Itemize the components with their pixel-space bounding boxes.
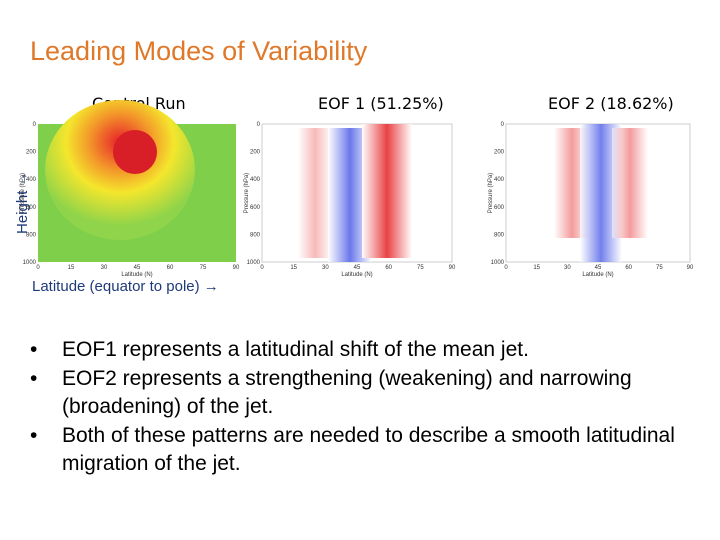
x-tick-label: 0	[36, 265, 40, 271]
x-tick-label: 60	[385, 265, 392, 271]
y-tick-label: 400	[26, 177, 37, 183]
y-tick-label: 0	[501, 122, 505, 128]
contour	[113, 130, 157, 174]
x-tick-label: 45	[354, 265, 361, 271]
x-tick-label: 90	[449, 265, 456, 271]
contour	[362, 124, 412, 258]
x-axis-note: Latitude (equator to pole) →	[32, 278, 219, 295]
panel-title: EOF 1 (51.25%)	[318, 94, 444, 113]
x-tick-label: 75	[417, 265, 424, 271]
x-tick-label: 45	[595, 265, 602, 271]
slide-title: Leading Modes of Variability	[30, 36, 368, 66]
y-tick-label: 200	[26, 150, 37, 156]
bullet-list: EOF1 represents a latitudinal shift of t…	[30, 336, 680, 479]
x-axis-label: Latitude (N)	[341, 272, 372, 278]
x-tick-label: 60	[167, 265, 174, 271]
y-tick-label: 1000	[491, 260, 505, 266]
y-tick-label: 0	[257, 122, 261, 128]
x-tick-label: 75	[200, 265, 207, 271]
y-axis-label: Pressure (hPa)	[244, 173, 250, 213]
x-tick-label: 90	[687, 265, 694, 271]
y-tick-label: 400	[494, 177, 505, 183]
x-tick-label: 15	[68, 265, 75, 271]
x-axis-label: Latitude (N)	[121, 272, 152, 278]
y-tick-label: 200	[250, 150, 261, 156]
y-axis-label: Pressure (hPa)	[488, 173, 494, 213]
y-tick-label: 1000	[247, 260, 261, 266]
y-tick-label: 200	[494, 150, 505, 156]
x-axis-label: Latitude (N)	[582, 272, 613, 278]
x-tick-label: 60	[625, 265, 632, 271]
y-tick-label: 800	[250, 232, 261, 238]
y-tick-label: 600	[250, 205, 261, 211]
y-tick-label: 600	[26, 205, 37, 211]
x-tick-label: 30	[322, 265, 329, 271]
y-axis-label: Pressure (hPa)	[20, 173, 26, 213]
bullet: Both of these patterns are needed to des…	[30, 422, 680, 478]
y-tick-label: 0	[33, 122, 37, 128]
y-tick-label: 400	[250, 177, 261, 183]
x-tick-label: 30	[564, 265, 571, 271]
x-tick-label: 0	[260, 265, 264, 271]
x-tick-label: 90	[233, 265, 240, 271]
x-tick-label: 15	[533, 265, 540, 271]
x-tick-label: 15	[290, 265, 297, 271]
bullet: EOF1 represents a latitudinal shift of t…	[30, 336, 680, 364]
y-tick-label: 800	[26, 232, 37, 238]
y-tick-label: 1000	[23, 260, 37, 266]
bullet: EOF2 represents a strengthening (weakeni…	[30, 365, 680, 421]
contour	[45, 100, 195, 240]
contour	[298, 128, 332, 258]
panel-title: EOF 2 (18.62%)	[548, 94, 674, 113]
contour	[612, 128, 648, 238]
x-tick-label: 45	[134, 265, 141, 271]
x-tick-label: 0	[504, 265, 508, 271]
x-tick-label: 75	[656, 265, 663, 271]
y-tick-label: 800	[494, 232, 505, 238]
x-tick-label: 30	[101, 265, 108, 271]
y-tick-label: 600	[494, 205, 505, 211]
